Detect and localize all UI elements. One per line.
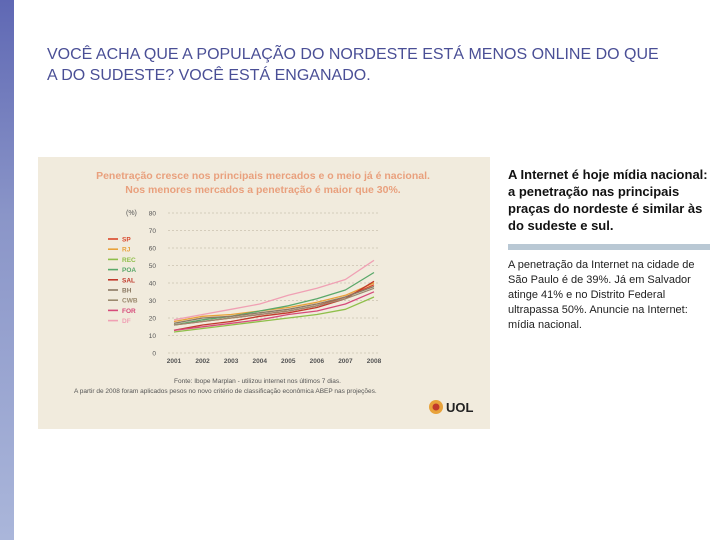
y-tick-label-60: 60 <box>149 246 157 253</box>
chart-title: Penetração cresce nos principais mercado… <box>96 170 430 182</box>
series-line-for <box>173 291 375 331</box>
y-tick-label-20: 20 <box>149 316 157 323</box>
y-axis-label: (%) <box>126 210 137 217</box>
legend-label-cwb: CWB <box>122 298 138 305</box>
x-tick-label-2005: 2005 <box>281 358 296 365</box>
x-tick-label-2008: 2008 <box>367 358 382 365</box>
series-line-bh <box>173 285 375 324</box>
y-tick-label-50: 50 <box>149 263 157 270</box>
chart-panel: Penetração cresce nos principais mercado… <box>38 157 490 429</box>
legend-label-poa: POA <box>122 267 136 274</box>
series-line-df <box>173 259 375 321</box>
chart-footnote: A partir de 2008 foram aplicados pesos n… <box>74 388 377 395</box>
legend-label-df: DF <box>122 318 131 325</box>
legend-label-rec: REC <box>122 257 136 264</box>
uol-logo-text: UOL <box>446 400 474 415</box>
legend-label-sal: SAL <box>122 277 135 284</box>
slide-title: VOCÊ ACHA QUE A POPULAÇÃO DO NORDESTE ES… <box>47 46 659 84</box>
x-tick-label-2002: 2002 <box>195 358 210 365</box>
separator-bar <box>508 244 710 250</box>
uol-logo: UOL <box>429 400 474 415</box>
x-tick-label-2007: 2007 <box>338 358 353 365</box>
series-line-sal <box>173 280 375 331</box>
y-tick-label-80: 80 <box>149 211 157 218</box>
chart-source: Fonte: Ibope Marplan - utilizou internet… <box>174 378 341 385</box>
series-line-cwb <box>173 287 375 326</box>
y-tick-label-70: 70 <box>149 228 157 235</box>
legend-label-for: FOR <box>122 308 136 315</box>
legend-label-rj: RJ <box>122 247 131 254</box>
x-tick-label-2004: 2004 <box>252 358 267 365</box>
legend-label-bh: BH <box>122 288 132 295</box>
x-tick-label-2006: 2006 <box>310 358 325 365</box>
y-tick-label-0: 0 <box>152 351 156 358</box>
right-text-column: A Internet é hoje mídia nacional: a pene… <box>508 166 712 333</box>
chart-subtitle: Nos menores mercados a penetração é maio… <box>125 184 401 196</box>
series-line-poa <box>173 271 375 326</box>
legend-label-sp: SP <box>122 237 131 244</box>
series-line-rec <box>173 296 375 333</box>
x-tick-label-2001: 2001 <box>167 358 182 365</box>
highlight-text: A Internet é hoje mídia nacional: a pene… <box>508 167 708 233</box>
y-tick-label-40: 40 <box>149 281 157 288</box>
x-tick-label-2003: 2003 <box>224 358 239 365</box>
internet-penetration-chart: Penetração cresce nos principais mercado… <box>74 170 474 415</box>
y-tick-label-30: 30 <box>149 298 157 305</box>
uol-logo-mark-inner <box>432 403 440 411</box>
series-line-rj <box>173 282 375 323</box>
slide-left-accent-bar <box>0 0 14 540</box>
y-tick-label-10: 10 <box>149 333 157 340</box>
body-text: A penetração da Internet na cidade de Sã… <box>508 259 695 331</box>
